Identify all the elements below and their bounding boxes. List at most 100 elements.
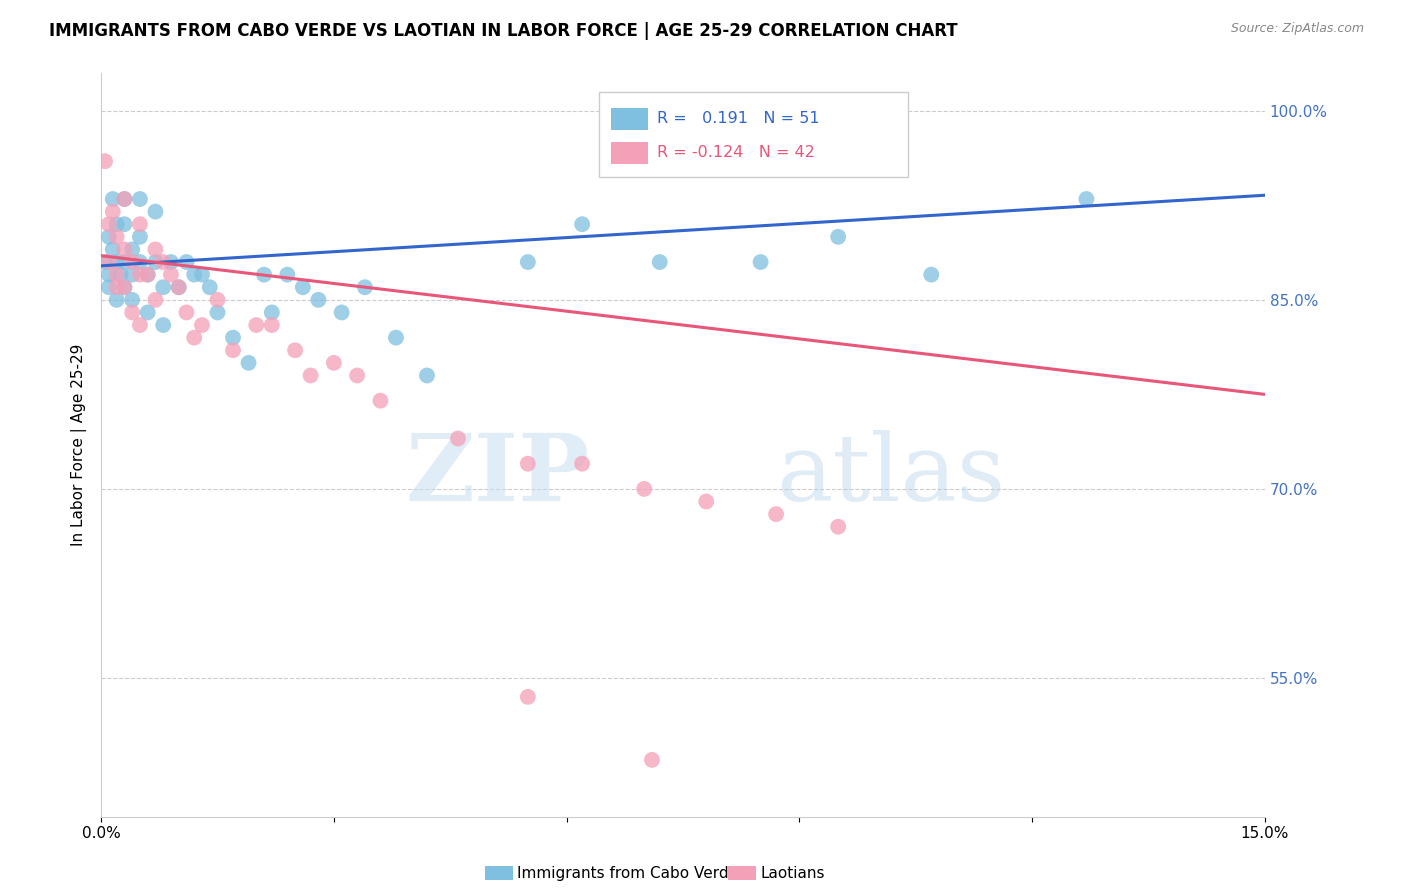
Point <box>105 280 128 294</box>
Point <box>129 192 152 206</box>
Point <box>207 305 229 319</box>
Point <box>284 343 307 358</box>
Point <box>299 368 322 383</box>
Point <box>97 268 120 282</box>
Point <box>198 280 221 294</box>
Point <box>222 343 245 358</box>
Point <box>112 255 135 269</box>
Point <box>167 280 190 294</box>
Point <box>94 154 117 169</box>
Point <box>695 494 717 508</box>
Point <box>253 268 276 282</box>
Point <box>176 255 198 269</box>
Point <box>121 243 143 257</box>
Point <box>145 293 167 307</box>
Point <box>136 268 159 282</box>
Point <box>110 268 132 282</box>
Point <box>112 217 135 231</box>
Point <box>183 268 205 282</box>
Point <box>648 255 671 269</box>
Point <box>827 230 849 244</box>
Point <box>129 255 152 269</box>
Point <box>307 293 329 307</box>
Point <box>571 457 593 471</box>
Point <box>152 318 174 332</box>
Point <box>370 393 392 408</box>
FancyBboxPatch shape <box>599 92 908 178</box>
Point <box>101 192 124 206</box>
Point <box>97 217 120 231</box>
Point <box>94 255 117 269</box>
Point <box>97 230 120 244</box>
Point <box>105 217 128 231</box>
Point <box>101 204 124 219</box>
Point <box>222 331 245 345</box>
Point <box>516 457 538 471</box>
Point <box>129 217 152 231</box>
Point <box>207 293 229 307</box>
Point <box>1076 192 1098 206</box>
Point <box>129 230 152 244</box>
Text: atlas: atlas <box>776 430 1005 519</box>
Point <box>152 280 174 294</box>
Text: Immigrants from Cabo Verde: Immigrants from Cabo Verde <box>517 866 738 880</box>
Point <box>291 280 314 294</box>
Point <box>145 204 167 219</box>
Point <box>152 255 174 269</box>
Point <box>245 318 267 332</box>
Point <box>191 268 214 282</box>
Point <box>129 268 152 282</box>
Point <box>346 368 368 383</box>
Point <box>827 519 849 533</box>
Point <box>145 255 167 269</box>
Point <box>105 293 128 307</box>
Point <box>121 293 143 307</box>
Point <box>97 280 120 294</box>
Point <box>633 482 655 496</box>
Text: ZIP: ZIP <box>406 430 591 519</box>
Point <box>385 331 408 345</box>
Point <box>112 192 135 206</box>
Point <box>749 255 772 269</box>
Point <box>260 305 283 319</box>
Point <box>105 255 128 269</box>
Point <box>354 280 377 294</box>
Point <box>765 507 787 521</box>
Point <box>160 268 183 282</box>
Point <box>330 305 353 319</box>
Point <box>112 280 135 294</box>
Text: R =   0.191   N = 51: R = 0.191 N = 51 <box>658 111 820 126</box>
Point <box>129 318 152 332</box>
Text: Source: ZipAtlas.com: Source: ZipAtlas.com <box>1230 22 1364 36</box>
Point <box>920 268 942 282</box>
Point <box>447 432 470 446</box>
Point <box>571 217 593 231</box>
Point <box>516 690 538 704</box>
Point <box>136 305 159 319</box>
Point <box>260 318 283 332</box>
Text: R = -0.124   N = 42: R = -0.124 N = 42 <box>658 145 815 160</box>
Point <box>322 356 344 370</box>
Point <box>167 280 190 294</box>
Point <box>416 368 439 383</box>
Text: IMMIGRANTS FROM CABO VERDE VS LAOTIAN IN LABOR FORCE | AGE 25-29 CORRELATION CHA: IMMIGRANTS FROM CABO VERDE VS LAOTIAN IN… <box>49 22 957 40</box>
Point <box>641 753 664 767</box>
Point <box>97 255 120 269</box>
Point <box>191 318 214 332</box>
Point <box>105 268 128 282</box>
Point <box>145 243 167 257</box>
Point <box>112 243 135 257</box>
Point <box>121 255 143 269</box>
Point <box>276 268 298 282</box>
Text: Laotians: Laotians <box>761 866 825 880</box>
Point <box>160 255 183 269</box>
Point <box>238 356 260 370</box>
Point <box>112 280 135 294</box>
Point <box>136 268 159 282</box>
Point <box>105 230 128 244</box>
FancyBboxPatch shape <box>610 142 648 164</box>
Point <box>101 243 124 257</box>
Point <box>176 305 198 319</box>
Point <box>183 331 205 345</box>
Point <box>121 305 143 319</box>
